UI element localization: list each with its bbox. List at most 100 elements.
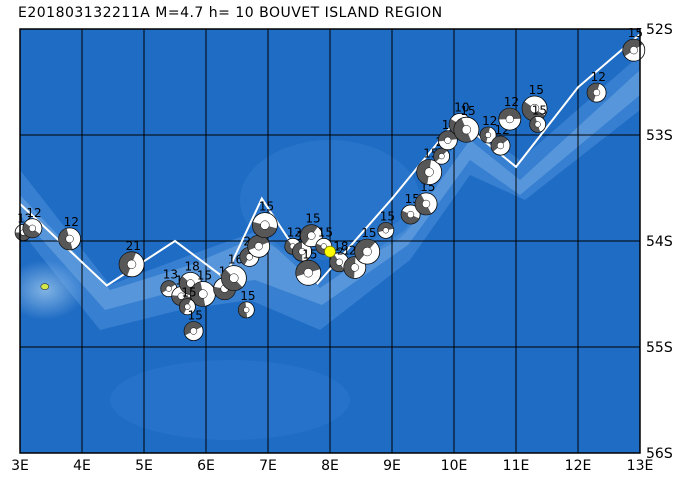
beachball-center bbox=[438, 153, 445, 160]
focal-mechanism[interactable]: 15 bbox=[295, 247, 322, 286]
beachball-center bbox=[362, 246, 372, 257]
beachball-compression-quadrant bbox=[252, 221, 277, 238]
focal-mechanism[interactable]: 12 bbox=[586, 70, 607, 103]
beachball-center bbox=[245, 253, 253, 261]
beachball-compression-quadrant bbox=[438, 130, 458, 142]
island-layer bbox=[40, 283, 50, 290]
event-depth-label: 12 bbox=[504, 95, 519, 109]
focal-mechanism[interactable]: 15 bbox=[189, 269, 216, 307]
event-depth-label: 15 bbox=[188, 309, 203, 323]
target-event-marker[interactable] bbox=[324, 245, 336, 258]
event-depth-label: 15 bbox=[529, 83, 544, 97]
focal-mechanism[interactable]: 15 bbox=[521, 83, 548, 122]
latitude-label: 52S bbox=[646, 22, 673, 38]
event-depth-label: 15 bbox=[240, 289, 255, 303]
focal-mechanism[interactable]: 15 bbox=[400, 192, 421, 225]
event-depth-label: 13 bbox=[163, 268, 178, 282]
beachball-center bbox=[350, 263, 359, 272]
map-frame bbox=[19, 28, 641, 454]
event-depth-label: 12 bbox=[287, 225, 302, 239]
event-depth-label: 21 bbox=[126, 239, 141, 253]
beachball-center bbox=[320, 243, 327, 250]
event-depth-label: 15 bbox=[318, 225, 333, 239]
plate-boundary-line bbox=[19, 33, 641, 287]
focal-mechanism[interactable]: 15 bbox=[377, 209, 395, 239]
event-depth-label: 15 bbox=[302, 247, 317, 261]
bouvet-island-marker bbox=[40, 283, 50, 290]
focal-mechanism[interactable]: 15 bbox=[416, 147, 443, 186]
beachball-compression-quadrant bbox=[377, 222, 394, 233]
focal-mechanism[interactable]: 15 bbox=[453, 104, 480, 143]
target-event-layer: 21 bbox=[324, 245, 350, 258]
beachball-center bbox=[444, 136, 452, 144]
longitude-label: 13E bbox=[627, 458, 654, 474]
beachball-center bbox=[307, 231, 316, 240]
beachball-center bbox=[485, 131, 492, 139]
beachball-center bbox=[593, 89, 601, 97]
beachball-center bbox=[229, 273, 239, 283]
beachball-center bbox=[422, 199, 431, 208]
beachball-center bbox=[496, 142, 505, 150]
beachball-center bbox=[505, 115, 514, 124]
focal-mechanism-layer: 1212122113151815151514161521151512151515… bbox=[14, 26, 646, 342]
focal-mechanism[interactable]: 12 bbox=[22, 206, 43, 239]
longitude-label: 12E bbox=[565, 458, 592, 474]
focal-mechanism[interactable]: 15 bbox=[299, 212, 323, 248]
event-depth-label: 12 bbox=[64, 215, 79, 229]
focal-mechanism[interactable]: 12 bbox=[498, 95, 522, 131]
shelf-west bbox=[20, 260, 85, 320]
focal-mechanism[interactable]: 15 bbox=[354, 226, 381, 265]
focal-mechanism[interactable]: 15 bbox=[183, 309, 204, 342]
focal-mechanism[interactable]: 15 bbox=[251, 200, 278, 239]
beachball-center bbox=[198, 289, 208, 299]
focal-mechanism[interactable]: 21 bbox=[118, 239, 145, 278]
beachball-center bbox=[184, 303, 191, 310]
target-event-depth-label: 21 bbox=[337, 247, 350, 258]
beachball-compression-quadrant bbox=[498, 108, 521, 120]
focal-mechanism[interactable]: 15 bbox=[178, 286, 197, 316]
beachball-center bbox=[254, 242, 263, 251]
event-depth-label: 18 bbox=[185, 259, 200, 273]
beachball-center bbox=[407, 210, 415, 219]
event-depth-label: 15 bbox=[532, 103, 547, 117]
ridge-shallow-band bbox=[20, 55, 640, 330]
focal-mechanism[interactable]: 15 bbox=[529, 103, 547, 133]
event-depth-label: 15 bbox=[305, 212, 320, 226]
beachball-center bbox=[186, 279, 195, 288]
beachball-center bbox=[243, 306, 250, 313]
event-depth-label: 12 bbox=[591, 70, 606, 84]
longitude-label: 3E bbox=[11, 458, 29, 474]
event-depth-label: 16 bbox=[228, 253, 243, 267]
beachball-compression-quadrant bbox=[292, 242, 303, 262]
focal-mechanism[interactable]: 12 bbox=[490, 123, 511, 156]
longitude-label: 5E bbox=[135, 458, 153, 474]
longitude-axis-labels: 3E 4E 5E 6E 7E 8E 9E 10E 11E 12E 13E bbox=[11, 458, 653, 474]
event-depth-label: 12 bbox=[482, 114, 497, 128]
event-depth-label: 15 bbox=[380, 209, 395, 223]
latitude-label: 55S bbox=[646, 340, 673, 356]
longitude-label: 10E bbox=[441, 458, 468, 474]
event-depth-label: 15 bbox=[460, 104, 475, 118]
beachball-center bbox=[629, 46, 638, 55]
latitude-label: 53S bbox=[646, 128, 673, 144]
longitude-label: 9E bbox=[383, 458, 401, 474]
longitude-label: 6E bbox=[197, 458, 215, 474]
map-title: E201803132211A M=4.7 h= 10 BOUVET ISLAND… bbox=[18, 5, 443, 21]
longitude-label: 11E bbox=[503, 458, 530, 474]
beachball-center bbox=[190, 327, 198, 335]
longitude-label: 7E bbox=[259, 458, 277, 474]
event-depth-label: 15 bbox=[361, 226, 376, 240]
longitude-label: 4E bbox=[73, 458, 91, 474]
event-depth-label: 12 bbox=[26, 206, 41, 220]
event-depth-label: 15 bbox=[197, 269, 212, 283]
focal-mechanism[interactable]: 12 bbox=[58, 215, 81, 251]
focal-mechanism[interactable]: 15 bbox=[237, 289, 256, 319]
focal-mechanism[interactable]: 16 bbox=[220, 253, 247, 292]
beachball-center bbox=[65, 234, 74, 243]
beachball-center bbox=[529, 103, 540, 114]
beachball-center bbox=[298, 248, 306, 256]
event-depth-label: 18 bbox=[333, 240, 348, 254]
beachball-center bbox=[177, 292, 185, 300]
focal-mechanism[interactable]: 12 bbox=[479, 114, 497, 144]
shelf-south bbox=[110, 360, 350, 440]
